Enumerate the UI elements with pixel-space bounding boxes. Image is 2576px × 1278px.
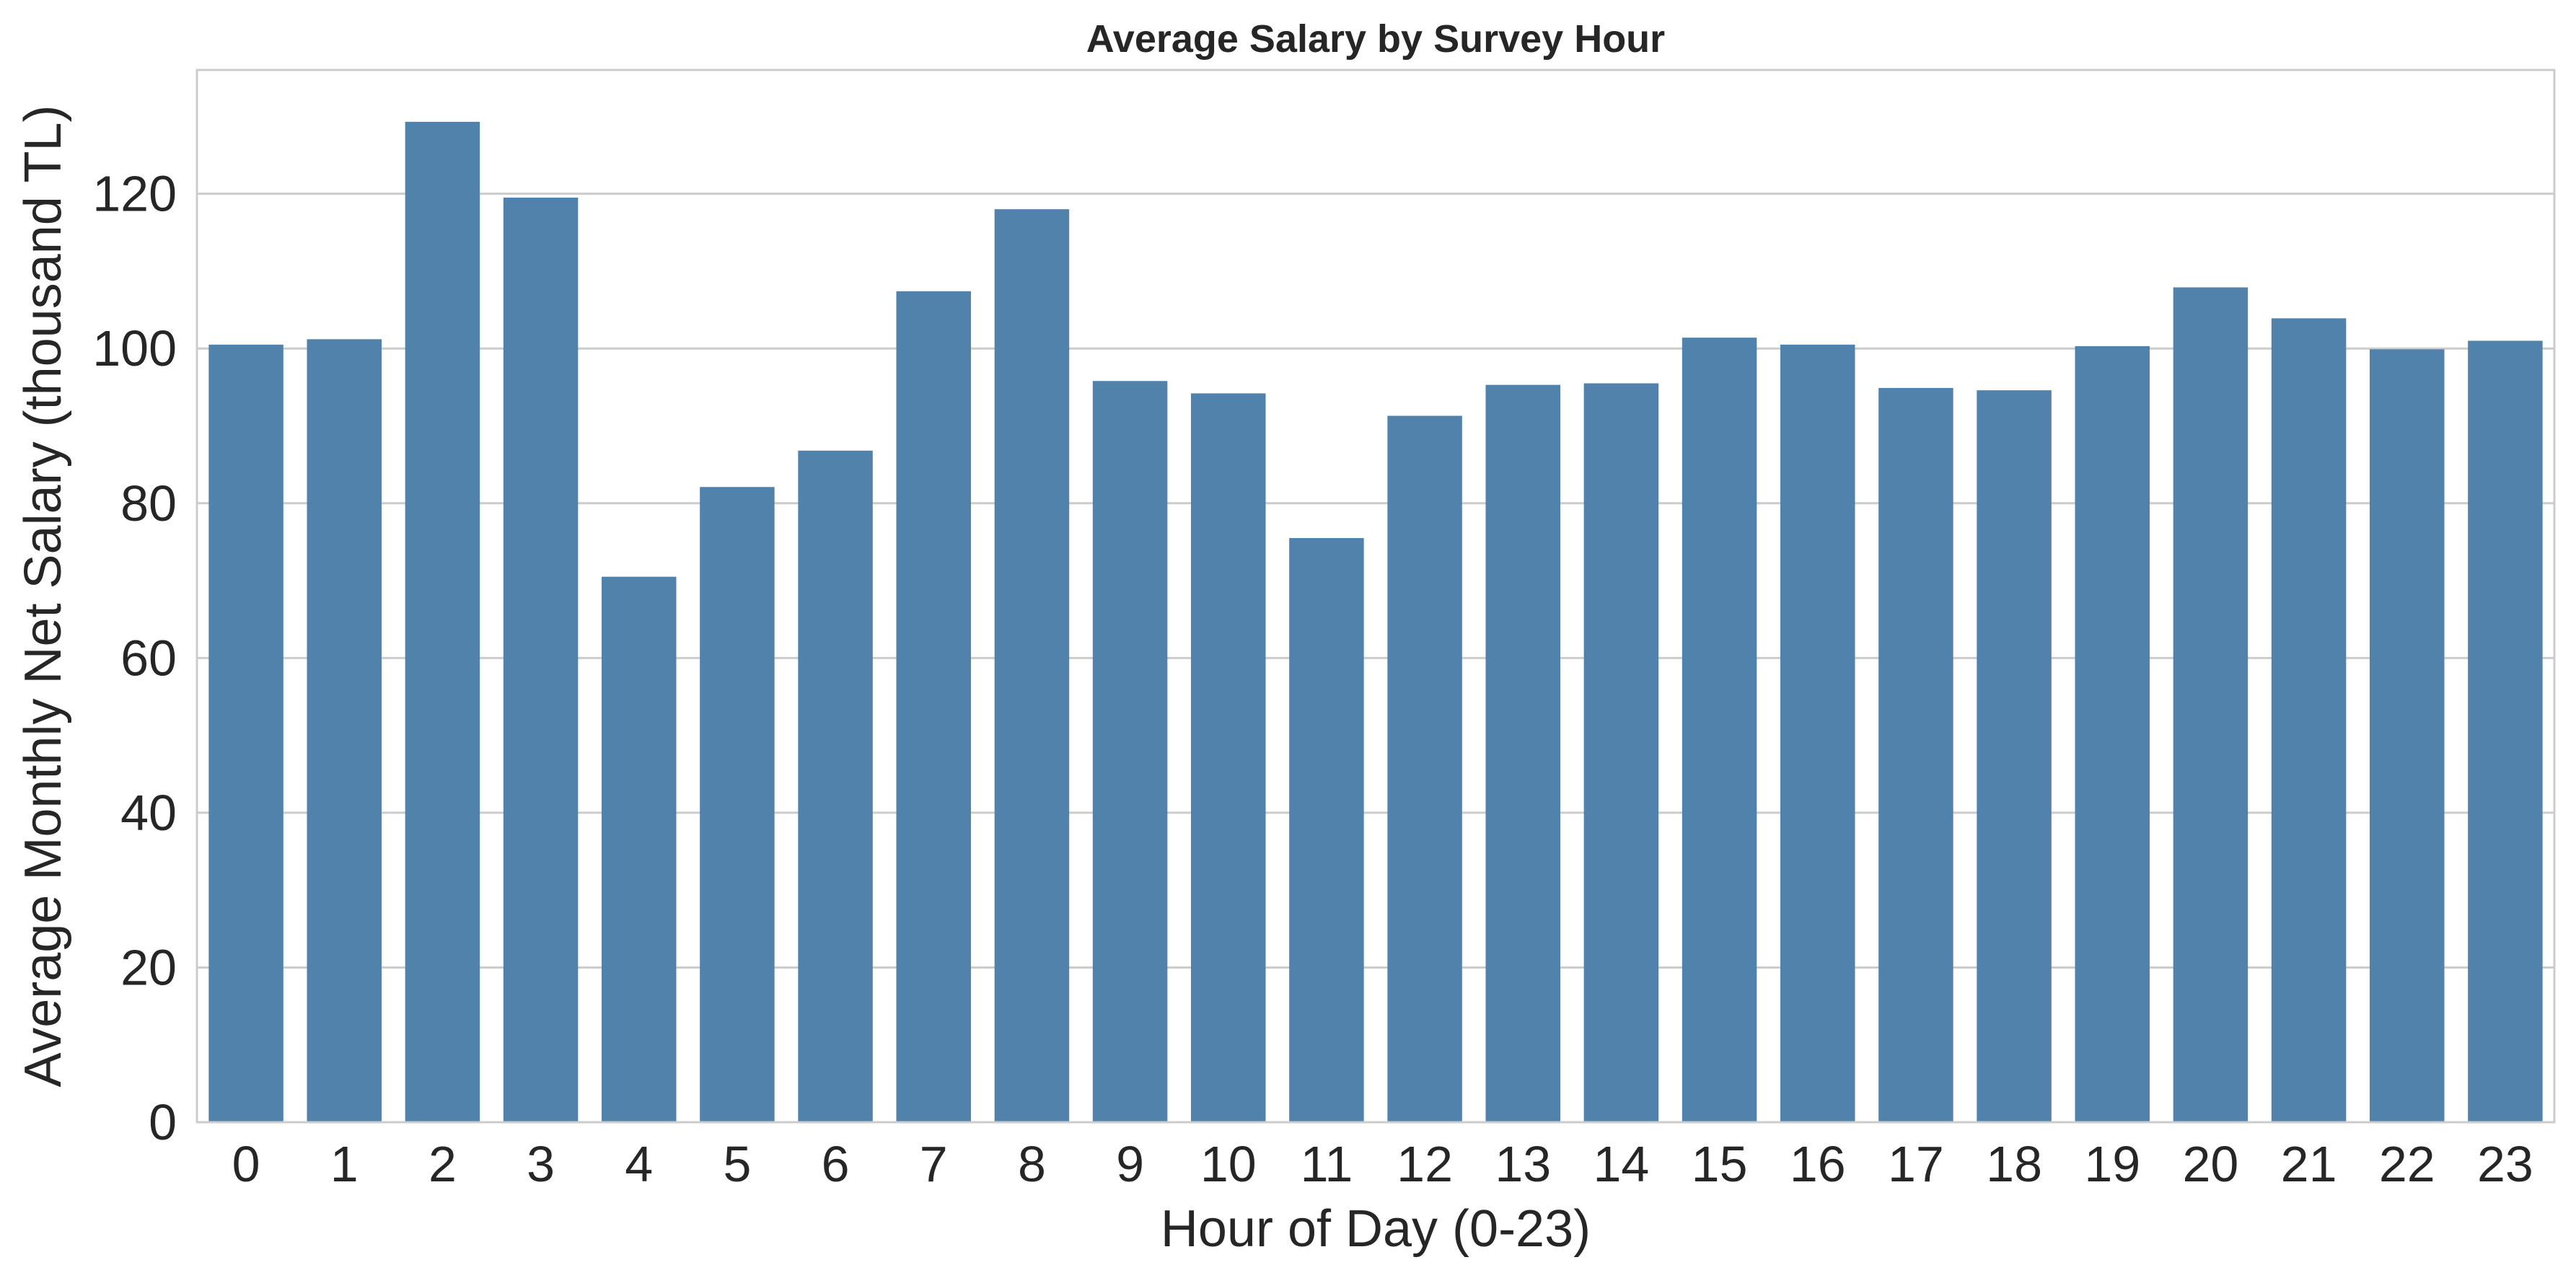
x-tick-label: 11	[1301, 1136, 1353, 1192]
x-tick-label: 14	[1593, 1136, 1649, 1192]
x-tick-label: 16	[1790, 1136, 1846, 1192]
y-tick-label: 80	[120, 475, 177, 532]
x-tick-label: 10	[1200, 1136, 1257, 1192]
x-tick-label: 3	[527, 1136, 555, 1192]
y-axis-label: Average Monthly Net Salary (thousand TL)	[14, 105, 72, 1087]
bar-hour-20	[2173, 287, 2248, 1123]
bar-hour-18	[1977, 390, 2052, 1122]
x-tick-label: 6	[822, 1136, 850, 1192]
x-axis-label: Hour of Day (0-23)	[1161, 1200, 1591, 1258]
x-tick-label: 1	[330, 1136, 359, 1192]
x-tick-label: 0	[232, 1136, 260, 1192]
bar-hour-15	[1682, 338, 1757, 1122]
x-tick-label: 21	[2281, 1136, 2337, 1192]
bar-hour-2	[405, 121, 480, 1123]
bar-hour-3	[503, 198, 579, 1123]
bar-hour-10	[1191, 393, 1266, 1122]
y-tick-label: 100	[92, 320, 177, 376]
x-tick-label: 17	[1888, 1136, 1944, 1192]
bar-hour-4	[602, 576, 677, 1122]
x-tick-label: 13	[1495, 1136, 1551, 1192]
bar-hour-16	[1780, 344, 1855, 1122]
bar-hour-22	[2370, 349, 2445, 1122]
x-tick-label: 20	[2182, 1136, 2238, 1192]
x-tick-label: 4	[625, 1136, 653, 1192]
x-tick-label: 19	[2084, 1136, 2140, 1192]
bar-hour-6	[798, 450, 873, 1122]
bar-hour-1	[307, 339, 382, 1122]
bar-hour-8	[994, 209, 1070, 1123]
x-tick-label: 7	[920, 1136, 948, 1192]
x-tick-label: 18	[1986, 1136, 2042, 1192]
bar-hour-19	[2075, 345, 2150, 1122]
y-tick-labels: 0 20 40 60 80 100 120	[92, 166, 177, 1150]
x-tick-label: 9	[1116, 1136, 1144, 1192]
bar-hour-11	[1289, 538, 1364, 1122]
bar-hour-13	[1485, 384, 1560, 1122]
x-tick-label: 12	[1397, 1136, 1453, 1192]
x-tick-label: 5	[723, 1136, 751, 1192]
y-tick-label: 120	[92, 166, 177, 222]
x-tick-label: 23	[2477, 1136, 2533, 1192]
bar-hour-12	[1387, 415, 1462, 1122]
bar-hour-5	[700, 487, 775, 1122]
bar-hour-17	[1878, 387, 1953, 1122]
bar-hour-21	[2271, 318, 2347, 1122]
x-tick-labels: 0 1 2 3 4 5 6 7 8 9 10 11 12 13 14 15 16 17 18 19 20 21 22 23	[232, 1136, 2533, 1192]
y-tick-label: 20	[120, 939, 177, 995]
x-tick-label: 15	[1692, 1136, 1748, 1192]
gridlines	[197, 193, 2554, 1124]
chart-title: Average Salary by Survey Hour	[1086, 17, 1665, 61]
y-tick-label: 60	[120, 630, 177, 686]
plot-frame	[195, 69, 2556, 1124]
bar-hour-7	[896, 291, 971, 1123]
y-tick-label: 40	[120, 785, 177, 841]
y-tick-label: 0	[149, 1094, 177, 1150]
bar-hour-0	[208, 344, 283, 1122]
x-tick-label: 8	[1018, 1136, 1046, 1192]
x-tick-label: 22	[2379, 1136, 2435, 1192]
bar-hour-14	[1583, 383, 1659, 1122]
x-tick-label: 2	[428, 1136, 457, 1192]
bar-hour-9	[1092, 381, 1168, 1123]
bars	[208, 121, 2543, 1123]
bar-hour-23	[2468, 340, 2543, 1123]
